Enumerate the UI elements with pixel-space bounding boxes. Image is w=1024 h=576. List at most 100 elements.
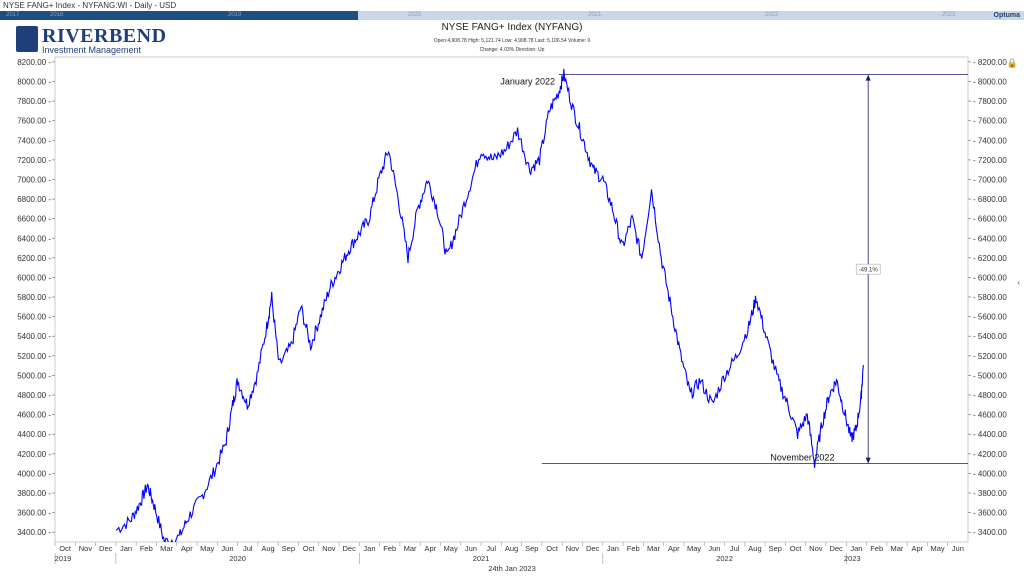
y-tick-label-left: 7400.00 -: [17, 136, 51, 145]
y-tick-label-right: - 5600.00: [973, 313, 1007, 322]
x-month-label: Mar: [160, 544, 173, 553]
y-tick-label-left: 7600.00 -: [17, 117, 51, 126]
navigator-year: 2022: [765, 12, 779, 18]
logo-name: RIVERBEND: [42, 25, 167, 47]
x-month-label: Aug: [505, 544, 518, 553]
y-tick-label-right: - 7000.00: [973, 175, 1007, 184]
x-month-label: Dec: [99, 544, 113, 553]
x-month-label: Jan: [120, 544, 132, 553]
y-tick-label-right: - 3600.00: [973, 509, 1007, 518]
y-tick-label-left: 7200.00 -: [17, 156, 51, 165]
y-tick-label-left: 4400.00 -: [17, 430, 51, 439]
x-month-label: Aug: [261, 544, 274, 553]
y-tick-label-right: - 3800.00: [973, 489, 1007, 498]
x-month-label: Aug: [748, 544, 761, 553]
y-tick-label-left: 6000.00 -: [17, 273, 51, 282]
x-month-label: Sep: [769, 544, 782, 553]
y-tick-label-left: 4200.00 -: [17, 450, 51, 459]
chevron-left-icon[interactable]: ‹: [1017, 278, 1020, 287]
low-annotation-label: November 2022: [770, 453, 834, 463]
x-month-label: Jun: [221, 544, 233, 553]
x-month-label: Sep: [525, 544, 538, 553]
x-month-label: Feb: [383, 544, 396, 553]
price-info: Open:4,908.78 High: 5,121.74 Low: 4,908.…: [0, 37, 1024, 55]
y-tick-label-left: 6800.00 -: [17, 195, 51, 204]
y-tick-label-right: - 6800.00: [973, 195, 1007, 204]
y-tick-label-right: - 3400.00: [973, 528, 1007, 537]
y-tick-label-left: 5400.00 -: [17, 332, 51, 341]
y-tick-label-right: - 6400.00: [973, 234, 1007, 243]
x-month-label: May: [930, 544, 944, 553]
y-tick-label-left: 5200.00 -: [17, 352, 51, 361]
y-tick-label-left: 6400.00 -: [17, 234, 51, 243]
x-month-label: Jun: [465, 544, 477, 553]
navigator-year: 2023: [942, 12, 956, 18]
x-month-label: Nov: [79, 544, 93, 553]
y-tick-label-left: 3800.00 -: [17, 489, 51, 498]
y-tick-label-right: - 7800.00: [973, 97, 1007, 106]
x-month-label: Nov: [322, 544, 336, 553]
y-tick-label-left: 4600.00 -: [17, 411, 51, 420]
x-month-label: Feb: [627, 544, 640, 553]
timeline-navigator[interactable]: 2017 2018 2019 2020 2021 2022 2023 Optum…: [0, 11, 1024, 20]
high-annotation-label: January 2022: [500, 77, 555, 87]
y-tick-label-right: - 7600.00: [973, 117, 1007, 126]
y-tick-label-left: 6600.00 -: [17, 215, 51, 224]
plot-area: [54, 56, 969, 543]
chart-title: NYSE FANG+ Index (NYFANG): [441, 22, 583, 33]
x-month-label: Apr: [668, 544, 680, 553]
price-info-line1: Open:4,908.78 High: 5,121.74 Low: 4,908.…: [433, 38, 591, 44]
x-month-label: Apr: [181, 544, 193, 553]
y-tick-label-right: - 4400.00: [973, 430, 1007, 439]
y-tick-label-left: 5800.00 -: [17, 293, 51, 302]
y-tick-label-left: 8200.00 -: [17, 58, 51, 67]
x-month-label: Mar: [647, 544, 660, 553]
x-month-label: Jan: [363, 544, 375, 553]
y-tick-label-left: 5000.00 -: [17, 371, 51, 380]
x-month-label: Apr: [911, 544, 923, 553]
x-month-label: Oct: [790, 544, 803, 553]
x-month-label: Dec: [829, 544, 843, 553]
lock-icon[interactable]: 🔒: [1006, 58, 1018, 68]
x-month-label: Jul: [486, 544, 496, 553]
y-tick-label-right: - 5200.00: [973, 352, 1007, 361]
x-month-label: Feb: [870, 544, 883, 553]
y-tick-label-right: - 4600.00: [973, 411, 1007, 420]
y-tick-label-right: - 6200.00: [973, 254, 1007, 263]
y-tick-label-right: - 4800.00: [973, 391, 1007, 400]
optuma-logo: Optuma: [993, 12, 1020, 19]
x-month-label: Jul: [730, 544, 740, 553]
navigator-selection[interactable]: [0, 11, 358, 20]
range-arrow-head-up: [865, 74, 871, 81]
x-month-label: Jun: [708, 544, 720, 553]
y-tick-label-right: - 5800.00: [973, 293, 1007, 302]
navigator-year: 2019: [228, 12, 242, 18]
x-month-label: Oct: [546, 544, 559, 553]
x-month-label: Mar: [404, 544, 417, 553]
price-info-line2: Change: 4.03% Direction: Up: [479, 47, 545, 53]
percent-change-box: [855, 263, 881, 275]
navigator-year: 2021: [588, 12, 602, 18]
y-tick-label-left: 5600.00 -: [17, 313, 51, 322]
y-tick-label-right: - 7400.00: [973, 136, 1007, 145]
x-year-label: 2023: [844, 554, 861, 563]
riverbend-logo: RIVERBEND Investment Management: [16, 26, 176, 56]
y-tick-label-right: - 8200.00: [973, 58, 1007, 67]
riverbend-mark-icon: [16, 26, 38, 52]
y-tick-label-left: 3400.00 -: [17, 528, 51, 537]
x-month-label: May: [200, 544, 214, 553]
price-series-line: [115, 68, 864, 542]
x-month-label: Dec: [586, 544, 600, 553]
range-arrow-head-down: [865, 457, 871, 464]
x-year-label: 2022: [716, 554, 733, 563]
x-month-label: May: [687, 544, 701, 553]
logo-tagline: Investment Management: [42, 45, 142, 55]
x-month-label: Feb: [140, 544, 153, 553]
y-tick-label-left: 8000.00 -: [17, 77, 51, 86]
x-month-label: Oct: [303, 544, 316, 553]
x-month-label: May: [444, 544, 458, 553]
current-date-label: 24th Jan 2023: [488, 564, 536, 573]
y-tick-label-left: 3600.00 -: [17, 509, 51, 518]
x-month-label: Apr: [425, 544, 437, 553]
